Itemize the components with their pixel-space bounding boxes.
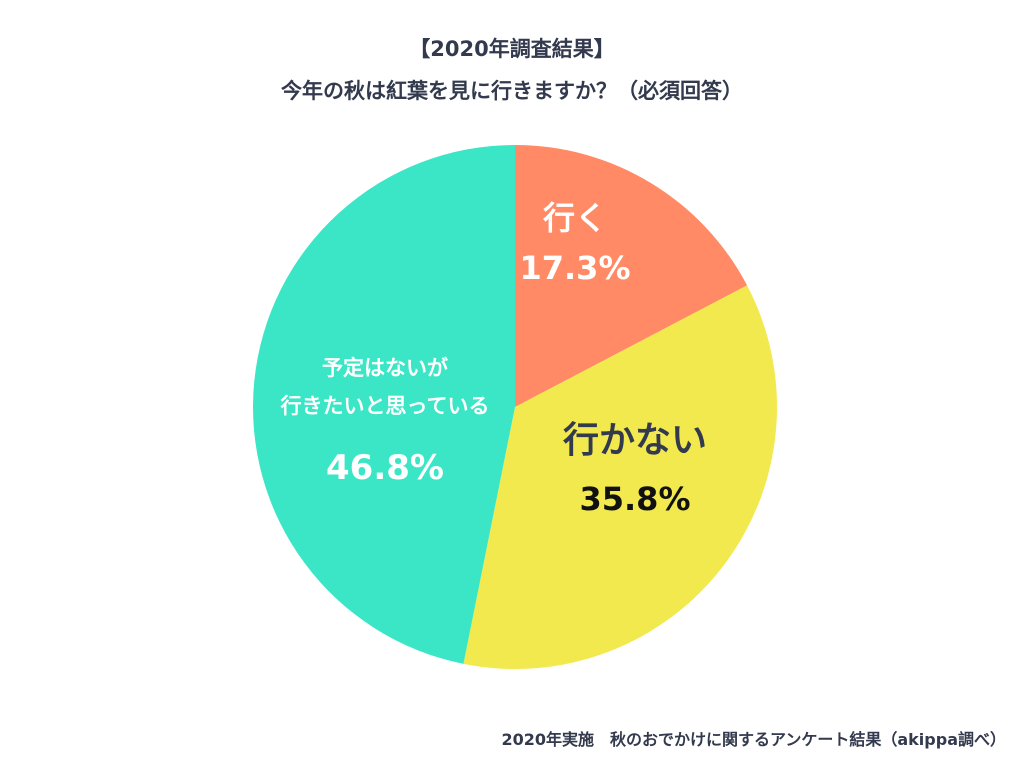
pie-slice-1	[515, 145, 748, 407]
pie-slice-label-3-line-1: 予定はないが	[322, 356, 448, 380]
pie-slice-value-2: 35.8%	[579, 480, 690, 518]
pie-slice-2	[463, 285, 777, 669]
pie-slices	[252, 145, 777, 669]
pie-slice-value-1: 17.3%	[519, 249, 630, 287]
pie-slice-label-1-line-1: 行く	[543, 199, 607, 237]
pie-slice-3	[252, 145, 515, 664]
pie-slice-value-3: 46.8%	[326, 448, 444, 488]
chart-footer-source: 2020年実施 秋のおでかけに関するアンケート結果（akippa調べ）	[501, 730, 1006, 749]
chart-title-line-2: 今年の秋は紅葉を見に行きますか？（必須回答）	[281, 79, 743, 103]
pie-slice-label-3-line-2: 行きたいと思っている	[280, 394, 490, 418]
chart-title-line-1: 【2020年調査結果】	[409, 37, 615, 61]
pie-slice-label-2-line-1: 行かない	[563, 420, 707, 461]
